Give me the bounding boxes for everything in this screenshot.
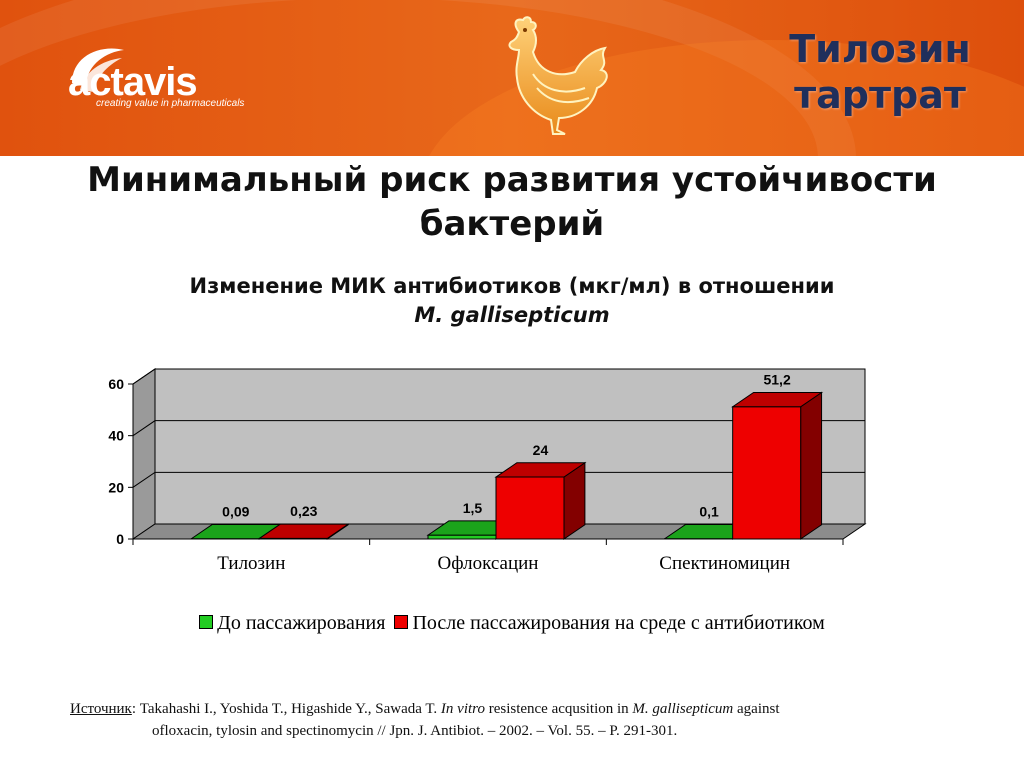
mic-bar-chart: 0 20 40 60 0,09 0,23 Тилозин 1,5 24 Офлоксацин 0,1… [108,368,867,574]
product-name: Тилозин тартрат [760,26,1000,118]
source-line1: Источник: Takahashi I., Yoshida T., Higa… [70,698,970,720]
legend-label-after: После пассажирования на среде с антибиот… [412,612,825,634]
chart-subtitle: Изменение МИК антибиотиков (мкг/мл) в от… [60,272,964,330]
y-tick-label: 20 [108,479,124,495]
source-italic-b: M. gallisepticum [632,701,734,717]
bar-front-before-1 [427,534,497,540]
source-italic-a: In vitro [440,701,485,717]
source-line2: ofloxacin, tylosin and spectinomycin // … [152,723,678,739]
chart-bars [189,391,824,540]
slide-title: Минимальный риск развития устойчивости б… [40,158,984,246]
legend-item-before: До пассажирования [199,612,385,635]
slide-title-line2: бактерий [419,204,605,244]
bar-side-after-2 [800,391,823,540]
logo-wordmark: actavis [68,60,198,104]
y-tick-label: 60 [108,376,124,392]
product-name-line1: Тилозин [789,27,971,71]
bar-top-after-0 [257,523,350,539]
chart-subtitle-line1: Изменение МИК антибиотиков (мкг/мл) в от… [189,274,835,298]
gridline [132,420,865,437]
y-tick-label: 40 [108,428,124,444]
bar-front-after-1 [495,476,565,540]
slide-title-line1: Минимальный риск развития устойчивости [87,160,937,200]
gridline [132,368,865,385]
bar-top-after-1 [494,462,587,478]
data-label-before-2: 0,1 [699,503,719,519]
chart-labels: 0 20 40 60 0,09 0,23 Тилозин 1,5 24 Офлоксацин 0,1… [108,371,791,574]
data-label-after-0: 0,23 [290,503,317,519]
chart-subtitle-line2: M. gallisepticum [414,303,610,327]
x-category-label: Спектиномицин [659,553,790,574]
chart-side-wall [132,368,156,540]
header-band: actavis creating value in pharmaceutical… [0,0,1024,156]
data-label-before-0: 0,09 [222,504,249,520]
data-label-after-2: 51,2 [763,371,790,387]
source-text-c: against [733,701,780,717]
legend-item-after: После пассажирования на среде с антибиот… [394,612,825,635]
logo-tagline: creating value in pharmaceuticals [96,98,245,109]
legend-swatch-red [394,615,409,630]
bar-top-after-2 [731,391,824,408]
bar-front-after-2 [732,406,802,540]
data-label-after-1: 24 [533,442,549,458]
y-tick-label: 0 [116,531,124,547]
source-text-b: resistence acqusition in [484,701,633,717]
chart-legend: До пассажирования После пассажирования н… [0,612,1024,635]
product-name-line2: тартрат [794,73,966,117]
x-category-label: Офлоксацин [438,553,539,574]
chicken-icon [508,16,608,135]
legend-swatch-green [199,615,214,630]
source-citation: Источник: Takahashi I., Yoshida T., Higa… [70,698,970,742]
gridline [132,471,865,488]
legend-label-before: До пассажирования [217,612,386,634]
x-category-label: Тилозин [217,553,285,574]
source-label: Источник [70,701,132,717]
source-text-a: : Takahashi I., Yoshida T., Higashide Y.… [131,701,441,717]
actavis-logo-icon [72,48,124,92]
data-label-before-1: 1,5 [463,500,483,516]
